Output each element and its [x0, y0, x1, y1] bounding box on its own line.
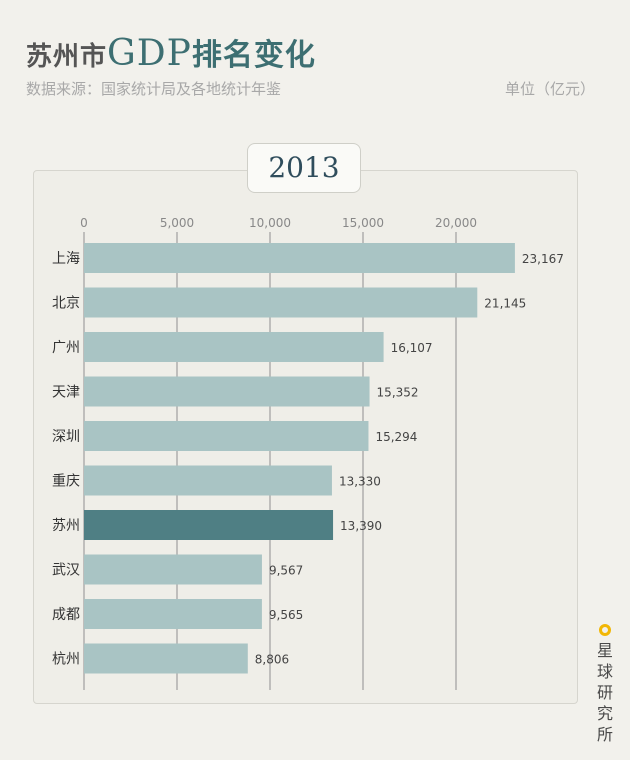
x-tick-label: 15,000 — [342, 216, 384, 230]
bar-苏州 — [84, 510, 334, 540]
category-label: 武汉 — [52, 563, 80, 579]
bar-北京 — [84, 287, 478, 318]
value-label: 13,390 — [340, 519, 382, 533]
category-label: 北京 — [52, 296, 80, 312]
unit-label: 单位（亿元） — [505, 80, 596, 98]
category-label: 上海 — [52, 251, 80, 267]
value-label: 9,567 — [269, 564, 303, 578]
value-label: 15,352 — [377, 386, 419, 400]
value-label: 21,145 — [484, 297, 526, 311]
category-label: 成都 — [52, 607, 80, 623]
title-suffix: 排名变化 — [191, 38, 316, 73]
bar-广州 — [84, 332, 384, 362]
title-prefix: 苏州市 — [26, 42, 108, 72]
value-label: 15,294 — [375, 430, 417, 444]
logo-icon — [599, 624, 611, 636]
bar-武汉 — [84, 554, 262, 585]
category-label: 苏州 — [52, 518, 80, 534]
year-badge: 2013 — [247, 143, 361, 193]
category-label: 重庆 — [52, 474, 80, 490]
bar-天津 — [84, 376, 370, 407]
bar-成都 — [84, 599, 262, 629]
value-label: 16,107 — [391, 341, 433, 355]
x-tick-label: 5,000 — [160, 216, 194, 230]
value-label: 9,565 — [269, 608, 303, 622]
category-label: 广州 — [52, 340, 80, 356]
value-label: 8,806 — [255, 653, 289, 667]
chart-title: 苏州市GDP排名变化 — [26, 30, 316, 74]
category-label: 深圳 — [52, 429, 80, 445]
x-tick-label: 0 — [80, 216, 88, 230]
category-label: 天津 — [52, 385, 80, 401]
title-mid: GDP — [107, 33, 192, 74]
bar-深圳 — [84, 421, 369, 451]
value-label: 23,167 — [522, 252, 564, 266]
bar-重庆 — [84, 465, 332, 496]
value-label: 13,330 — [339, 475, 381, 489]
watermark-text: 星球研究所 — [596, 641, 613, 744]
category-label: 杭州 — [52, 652, 80, 668]
watermark: 星球研究所 — [594, 624, 616, 745]
source-note: 数据来源：国家统计局及各地统计年鉴 — [26, 80, 282, 98]
x-tick-label: 10,000 — [249, 216, 291, 230]
bar-杭州 — [84, 643, 248, 674]
bar-上海 — [84, 243, 515, 273]
x-tick-label: 20,000 — [435, 216, 477, 230]
